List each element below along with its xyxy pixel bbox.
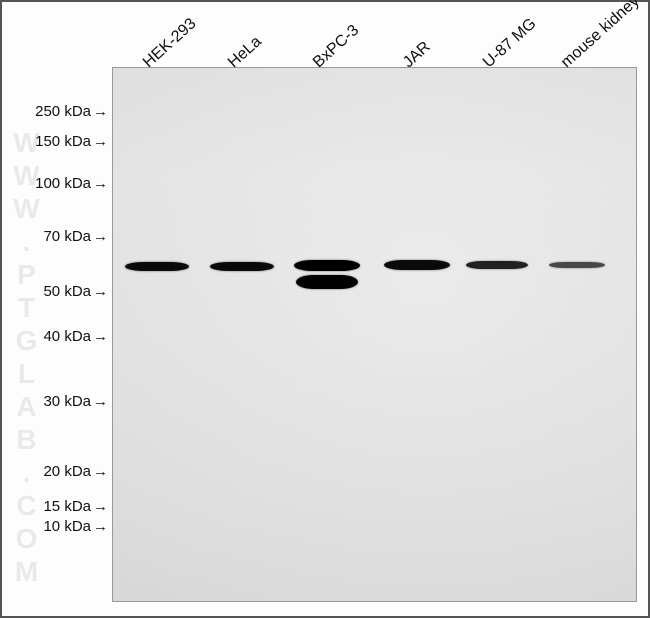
mw-label: 150 kDa→ bbox=[16, 133, 108, 150]
mw-label: 30 kDa→ bbox=[16, 393, 108, 410]
blot-membrane bbox=[112, 67, 637, 602]
mw-label: 10 kDa→ bbox=[16, 518, 108, 535]
lane-label: mouse kidney bbox=[558, 0, 643, 72]
mw-label: 20 kDa→ bbox=[16, 463, 108, 480]
mw-label: 250 kDa→ bbox=[16, 103, 108, 120]
faint-mark bbox=[307, 202, 347, 208]
mw-label: 70 kDa→ bbox=[16, 228, 108, 245]
lane-label: HEK-293 bbox=[140, 15, 200, 72]
arrow-icon: → bbox=[93, 175, 108, 192]
protein-band bbox=[296, 275, 358, 289]
arrow-icon: → bbox=[93, 463, 108, 480]
figure-container: HEK-293HeLaBxPC-3JARU-87 MGmouse kidney … bbox=[0, 0, 650, 618]
arrow-icon: → bbox=[93, 103, 108, 120]
arrow-icon: → bbox=[93, 283, 108, 300]
mw-label: 100 kDa→ bbox=[16, 175, 108, 192]
arrow-icon: → bbox=[93, 133, 108, 150]
mw-label: 40 kDa→ bbox=[16, 328, 108, 345]
protein-band bbox=[125, 262, 189, 271]
arrow-icon: → bbox=[93, 328, 108, 345]
arrow-icon: → bbox=[93, 393, 108, 410]
mw-label: 15 kDa→ bbox=[16, 498, 108, 515]
lane-label: U-87 MG bbox=[480, 15, 540, 72]
arrow-icon: → bbox=[93, 518, 108, 535]
faint-mark bbox=[392, 122, 442, 142]
protein-band bbox=[384, 260, 450, 270]
protein-band bbox=[466, 261, 528, 269]
faint-mark bbox=[127, 312, 187, 320]
arrow-icon: → bbox=[93, 498, 108, 515]
arrow-icon: → bbox=[93, 228, 108, 245]
protein-band bbox=[549, 262, 605, 268]
lane-label: BxPC-3 bbox=[310, 22, 363, 72]
protein-band bbox=[294, 260, 360, 271]
protein-band bbox=[210, 262, 274, 271]
mw-label: 50 kDa→ bbox=[16, 283, 108, 300]
